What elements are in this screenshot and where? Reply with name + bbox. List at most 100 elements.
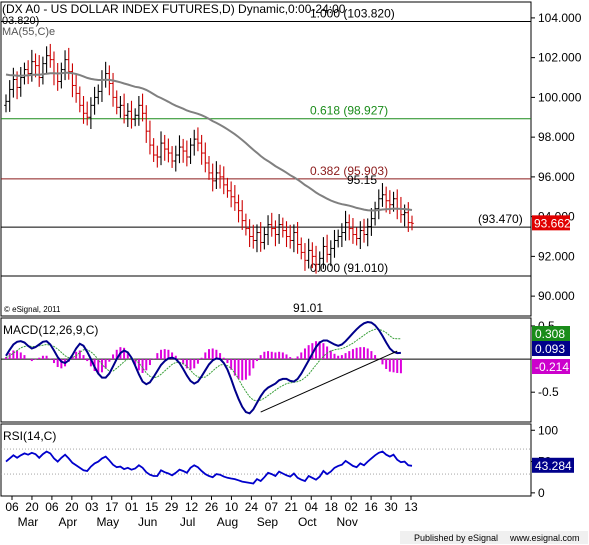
x-tick-label: 20 [25, 500, 39, 514]
x-month-label: Jul [180, 515, 195, 529]
x-month-label: Aug [217, 515, 238, 529]
price-bar [207, 156, 211, 180]
price-bar [262, 227, 267, 250]
price-bar [170, 146, 174, 168]
macd-y-tick: -0.5 [538, 385, 559, 399]
price-bar [365, 218, 370, 247]
svg-text:43.284: 43.284 [535, 459, 572, 473]
x-month-label: Mar [18, 515, 39, 529]
price-panel-frame [0, 1, 532, 317]
price-bar [26, 60, 30, 85]
x-tick-label: 12 [185, 500, 199, 514]
svg-text:-0.214: -0.214 [535, 360, 569, 374]
x-tick-label: 29 [165, 500, 179, 514]
price-y-tick: 92.000 [538, 249, 575, 263]
macd-value-badge: 0.308 [532, 326, 570, 341]
price-bar [351, 218, 355, 244]
price-bar [48, 43, 53, 68]
ma-line [5, 71, 413, 212]
rsi-panel: 100500 RSI(14,C) 43.284 [0, 423, 574, 500]
price-bar [7, 80, 12, 112]
svg-text:0.308: 0.308 [535, 327, 565, 341]
price-top-readout: 03.820) [2, 15, 39, 27]
x-tick-label: 07 [265, 500, 279, 514]
published-by-label: Published by eSignal [414, 533, 498, 543]
price-bar [151, 138, 156, 162]
price-bar [126, 103, 130, 128]
price-bar [214, 161, 219, 190]
price-bar [166, 138, 171, 163]
price-bar [140, 93, 145, 122]
price-bar [133, 108, 137, 127]
price-bar [229, 181, 233, 208]
price-bar [236, 194, 241, 223]
price-bar [144, 105, 149, 143]
price-bar [22, 62, 27, 85]
x-tick-label: 03 [85, 500, 99, 514]
rsi-line [5, 450, 413, 485]
fib-label-2: 0.382 (95.903) [310, 164, 388, 178]
price-bar [247, 219, 252, 248]
x-tick-label: 26 [205, 500, 219, 514]
price-bar [266, 215, 270, 246]
price-bar [218, 164, 222, 189]
price-bar [137, 96, 141, 126]
price-bar [244, 213, 248, 236]
price-bar [343, 210, 348, 241]
price-bar [369, 208, 374, 236]
price-bar [96, 84, 101, 105]
rsi-panel-frame [0, 423, 532, 497]
price-bar [277, 214, 281, 244]
price-bar [329, 240, 333, 267]
footer: Published by eSignal www.esignal.com [400, 531, 588, 544]
price-y-tick: 102.000 [538, 51, 582, 65]
price-bar [255, 224, 259, 253]
price-bar [173, 145, 178, 172]
price-bar [225, 177, 230, 198]
x-tick-label: 04 [305, 500, 319, 514]
x-month-label: May [96, 515, 119, 529]
price-bar [354, 227, 359, 246]
x-tick-label: 24 [245, 500, 259, 514]
x-tick-label: 06 [45, 500, 59, 514]
price-bar [325, 234, 329, 263]
price-bar [129, 100, 134, 129]
price-chart-title: (DX A0 - US DOLLAR INDEX FUTURES,D) Dyna… [2, 2, 346, 16]
price-bar [162, 134, 167, 161]
macd-value-badge: 0.093 [532, 341, 570, 356]
price-bar [362, 218, 366, 243]
x-month-label: Oct [298, 515, 317, 529]
price-bar [30, 49, 34, 82]
macd-line [5, 320, 401, 415]
x-tick-label: 30 [384, 500, 398, 514]
x-tick-label: 13 [404, 500, 418, 514]
price-bar [373, 201, 377, 226]
low-annotation-label: 91.01 [293, 301, 323, 315]
price-bar [292, 224, 296, 253]
price-bar [4, 94, 8, 113]
price-bar [358, 221, 363, 250]
price-bar [340, 223, 344, 248]
price-bar [89, 97, 93, 129]
x-month-label: Sep [257, 515, 279, 529]
price-bar [210, 163, 215, 192]
x-tick-label: 06 [5, 500, 19, 514]
price-bar [111, 72, 115, 107]
price-y-tick: 96.000 [538, 170, 575, 184]
price-bar [148, 120, 152, 155]
x-axis: 06 20 06 20 03 17 01 15 29 12 26 10 24 07 21 04 18 02 16 30… [5, 496, 418, 529]
price-bar [37, 55, 42, 87]
ma-overlay-label: MA(55,C)e [2, 26, 55, 38]
price-bar [310, 242, 315, 269]
x-tick-label: 21 [285, 500, 299, 514]
rsi-y-tick: 0 [538, 486, 545, 500]
rsi-title: RSI(14,C) [3, 429, 56, 443]
price-bar [192, 129, 197, 156]
price-bar [185, 140, 189, 167]
macd-value-badge: -0.214 [532, 359, 570, 374]
price-bar [258, 221, 263, 252]
price-bar [281, 217, 285, 238]
price-bar [85, 101, 89, 126]
